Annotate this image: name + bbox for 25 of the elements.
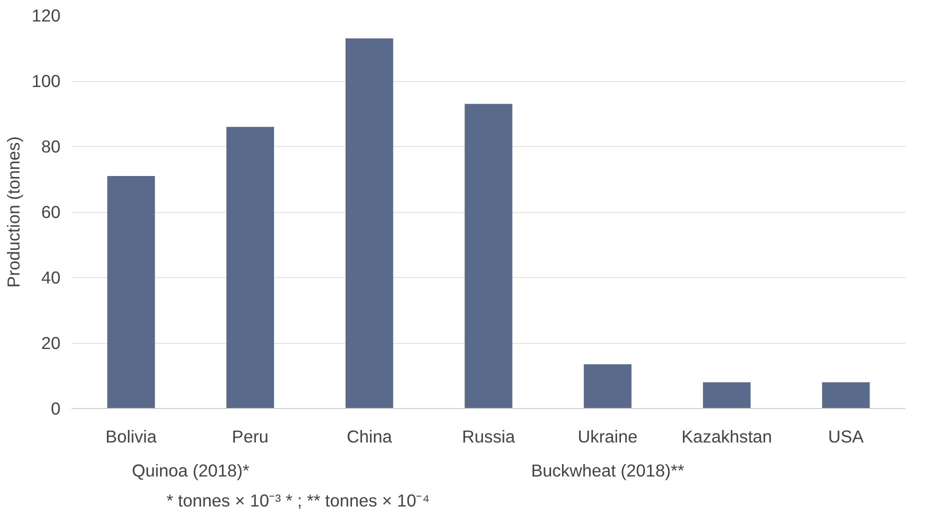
text: * tonnes × 10⁻³ * ; ** tonnes × 10⁻⁴ [166,490,430,510]
x-tick-label: Kazakhstan [682,426,772,446]
y-tick-label: 60 [41,202,61,222]
text: Buckwheat (2018)** [531,460,684,480]
y-tick-label: 20 [41,333,61,353]
y-tick-label: 40 [41,268,61,288]
y-tick-label: 100 [32,71,61,91]
x-tick-label: USA [828,426,864,446]
y-axis-title: Production (tonnes) [4,136,24,288]
bar [584,364,632,408]
x-tick-label: Peru [232,426,269,446]
text: Quinoa (2018)* [132,460,250,480]
bar [226,126,274,408]
bar [702,382,751,408]
bar [107,176,155,408]
y-tick-label: 0 [50,398,61,418]
x-tick-label: Russia [462,426,516,446]
y-tick-label: 80 [41,136,61,156]
bar [464,104,512,408]
x-tick-label: Bolivia [106,426,157,446]
y-tick-label: 120 [32,6,61,26]
bar [346,38,394,408]
x-tick-label: China [346,426,392,446]
x-tick-label: Ukraine [578,426,638,446]
bar [822,382,870,408]
